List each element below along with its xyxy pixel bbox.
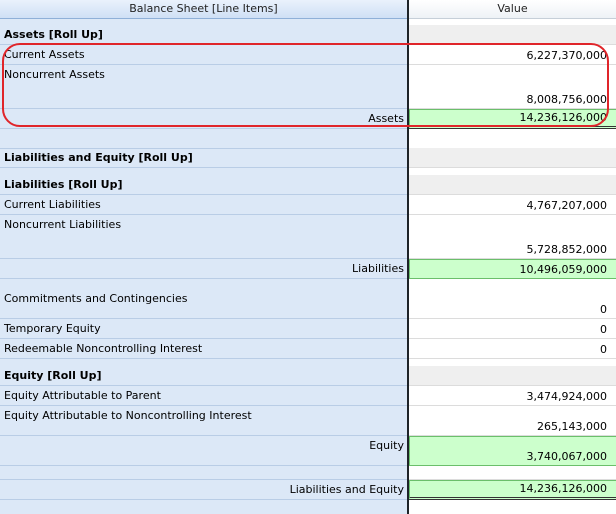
row-spacer: [0, 466, 616, 480]
row-value: 10,496,059,000: [519, 263, 607, 276]
row-value: 265,143,000: [537, 420, 607, 433]
row-value: 3,740,067,000: [526, 450, 607, 463]
row-label: Redeemable Noncontrolling Interest: [4, 342, 203, 355]
row-value: 3,474,924,000: [526, 390, 607, 403]
row-commitments[interactable]: Commitments and Contingencies 0: [0, 289, 616, 319]
row-label: Liabilities [Roll Up]: [4, 178, 123, 191]
column-header-line-items[interactable]: Balance Sheet [Line Items]: [0, 0, 407, 19]
row-value: 4,767,207,000: [526, 199, 607, 212]
row-label: Temporary Equity: [4, 322, 101, 335]
row-spacer: [0, 129, 616, 149]
row-liabilities-rollup[interactable]: Liabilities [Roll Up]: [0, 175, 616, 195]
row-assets-rollup[interactable]: Assets [Roll Up]: [0, 25, 616, 45]
row-label: Liabilities: [352, 262, 404, 275]
row-equity-total[interactable]: Equity 3,740,067,000: [0, 436, 616, 466]
row-noncurrent-liabilities[interactable]: Noncurrent Liabilities 5,728,852,000: [0, 215, 616, 259]
row-label: Equity Attributable to Parent: [4, 389, 161, 402]
row-label: Assets [Roll Up]: [4, 28, 103, 41]
row-value: 6,227,370,000: [526, 49, 607, 62]
row-equity-rollup[interactable]: Equity [Roll Up]: [0, 366, 616, 386]
column-divider[interactable]: [407, 0, 409, 514]
row-value: 0: [600, 323, 607, 336]
label-column-background: [0, 0, 407, 514]
row-noncurrent-assets[interactable]: Noncurrent Assets 8,008,756,000: [0, 65, 616, 109]
row-label: Equity Attributable to Noncontrolling In…: [4, 409, 252, 422]
row-label: Noncurrent Assets: [4, 68, 105, 81]
row-assets-total[interactable]: Assets 14,236,126,000: [0, 109, 616, 129]
row-label: Assets: [368, 112, 404, 125]
row-value: 5,728,852,000: [526, 243, 607, 256]
row-liab-and-equity-total[interactable]: Liabilities and Equity 14,236,126,000: [0, 480, 616, 500]
row-value: 14,236,126,000: [519, 111, 607, 124]
row-value: 0: [600, 303, 607, 316]
row-label: Liabilities and Equity: [289, 483, 404, 496]
row-current-assets[interactable]: Current Assets 6,227,370,000: [0, 45, 616, 65]
row-label: Liabilities and Equity [Roll Up]: [4, 151, 193, 164]
row-label: Current Liabilities: [4, 198, 101, 211]
row-value: 14,236,126,000: [519, 482, 607, 495]
row-liab-equity-rollup[interactable]: Liabilities and Equity [Roll Up]: [0, 148, 616, 168]
row-label: Current Assets: [4, 48, 85, 61]
row-current-liabilities[interactable]: Current Liabilities 4,767,207,000: [0, 195, 616, 215]
row-equity-nci[interactable]: Equity Attributable to Noncontrolling In…: [0, 406, 616, 436]
row-label: Commitments and Contingencies: [4, 292, 188, 305]
row-label: Equity [Roll Up]: [4, 369, 102, 382]
row-equity-parent[interactable]: Equity Attributable to Parent 3,474,924,…: [0, 386, 616, 406]
row-temporary-equity[interactable]: Temporary Equity 0: [0, 319, 616, 339]
row-redeemable-nci[interactable]: Redeemable Noncontrolling Interest 0: [0, 339, 616, 359]
row-value: 8,008,756,000: [526, 93, 607, 106]
row-label: Equity: [369, 439, 404, 452]
row-value: 0: [600, 343, 607, 356]
row-liabilities-total[interactable]: Liabilities 10,496,059,000: [0, 259, 616, 279]
column-header-value[interactable]: Value: [409, 0, 616, 19]
value-column-background: [409, 0, 616, 514]
row-label: Noncurrent Liabilities: [4, 218, 122, 231]
